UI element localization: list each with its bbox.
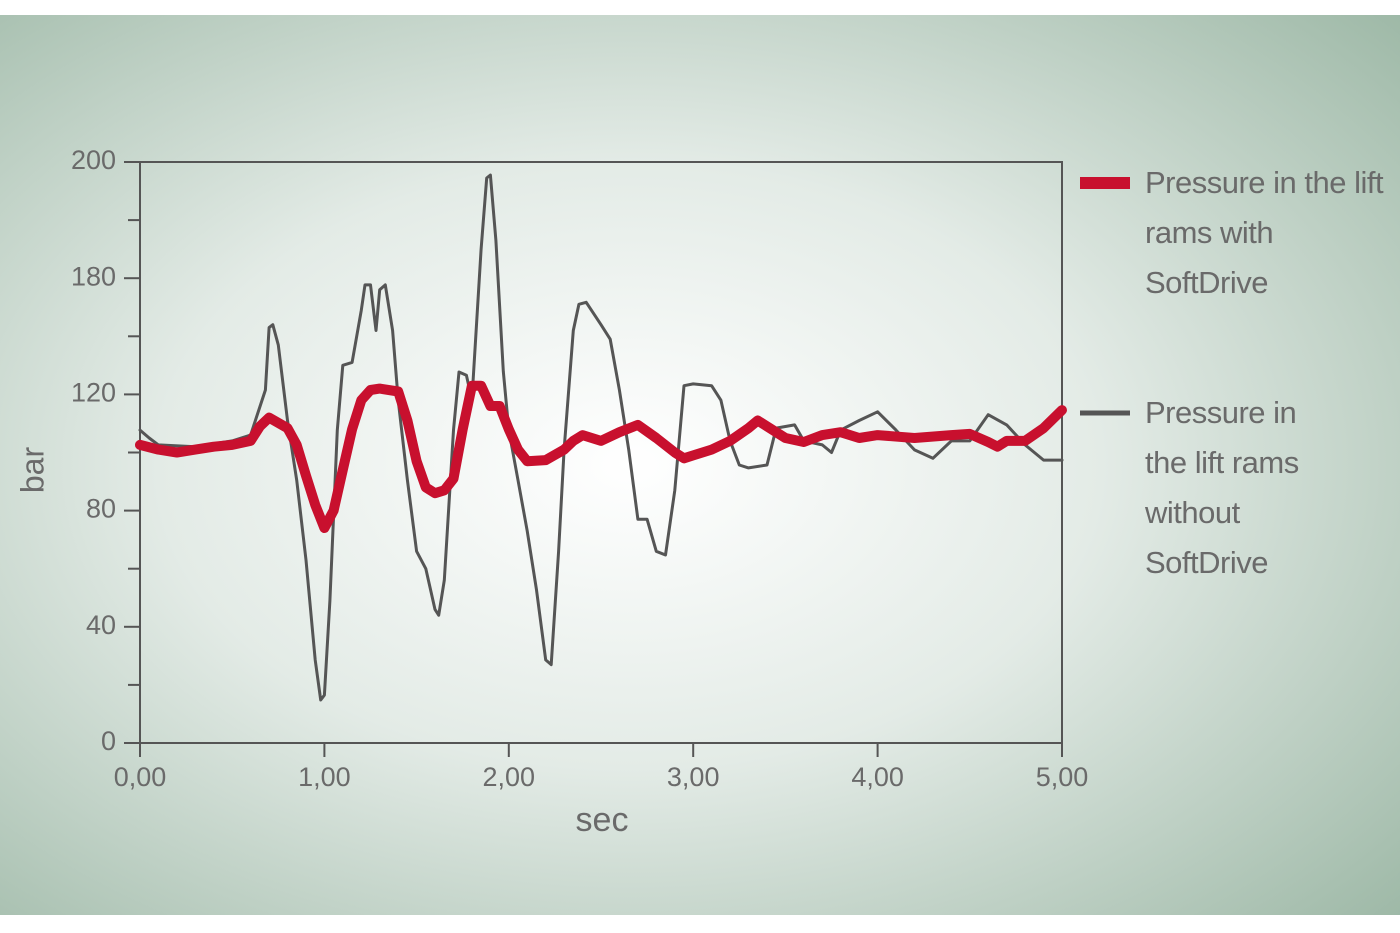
x-tick-label: 0,00 [114,762,167,792]
legend-label: Pressure in the lift rams with SoftDrive [1145,165,1384,300]
x-axis-title: sec [576,801,629,839]
y-tick-label: 80 [86,494,116,524]
background [0,15,1400,915]
y-tick-label: 200 [71,145,116,175]
x-tick-label: 5,00 [1036,762,1089,792]
y-tick-label: 40 [86,610,116,640]
series-line [135,380,1067,533]
y-tick-label: 120 [71,378,116,408]
x-tick-label: 4,00 [851,762,904,792]
y-tick-label: 0 [101,726,116,756]
y-axis-title: bar [14,447,50,494]
x-tick-label: 2,00 [483,762,536,792]
y-tick-label: 180 [71,261,116,291]
x-tick-label: 3,00 [667,762,720,792]
legend-label: Pressure in the lift rams without SoftDr… [1145,395,1299,580]
x-tick-label: 1,00 [298,762,351,792]
